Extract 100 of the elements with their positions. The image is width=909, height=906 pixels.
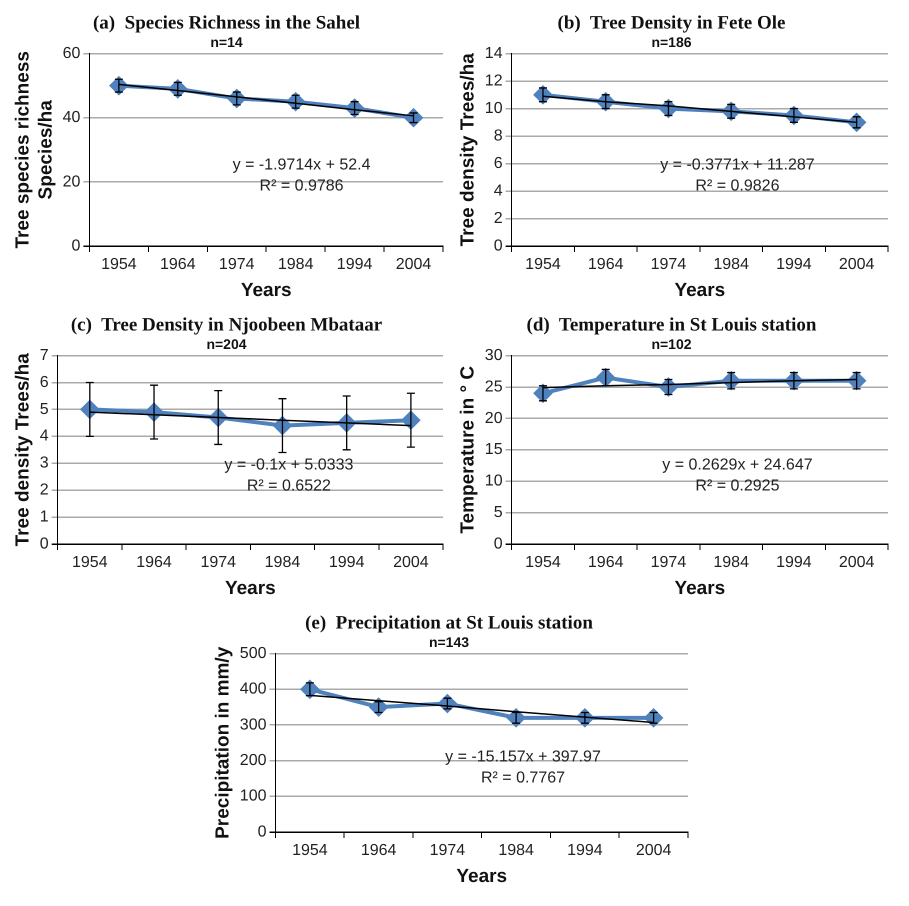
point <box>438 694 456 713</box>
x-tick-label: 2004 <box>838 256 874 274</box>
y-tick-label: 200 <box>239 752 266 770</box>
x-tick-label: 1964 <box>136 554 172 572</box>
x-tick-label: 1974 <box>429 842 465 860</box>
chart-subtitle: n=186 <box>650 34 692 50</box>
y-tick-label: 500 <box>239 645 266 662</box>
annotation: R² = 0.7767 <box>480 769 565 786</box>
chart-subtitle: n=204 <box>206 336 246 352</box>
x-tick-label: 1974 <box>218 256 254 274</box>
x-tick-label: 1964 <box>587 256 624 274</box>
y-axis-title: Tree species richness Species/ha <box>12 51 56 249</box>
x-tick-label: 2004 <box>395 256 431 274</box>
point <box>286 92 304 111</box>
x-tick-label: 1954 <box>524 554 560 572</box>
y-axis-title: Temperature in ° C <box>457 366 478 534</box>
y-tick-label: 1 <box>39 508 48 526</box>
x-tick-label: 1954 <box>72 554 108 572</box>
x-tick-label: 1974 <box>650 554 686 572</box>
x-tick-label: 1974 <box>200 554 236 572</box>
y-tick-label: 400 <box>239 680 266 698</box>
y-tick-label: 12 <box>484 72 502 90</box>
y-tick-label: 3 <box>39 454 48 472</box>
y-axis-title: Tree density Trees/ha <box>12 352 34 546</box>
x-axis-title: Years <box>674 280 725 301</box>
point <box>227 89 246 108</box>
y-tick-label: 4 <box>493 182 502 200</box>
chart-title: (b) Tree Density in Fete Ole <box>557 12 785 34</box>
x-tick-label: 1964 <box>587 554 624 572</box>
y-tick-label: 6 <box>493 154 502 172</box>
x-tick-label: 1994 <box>566 842 602 860</box>
y-tick-label: 30 <box>484 347 502 364</box>
chart-subtitle: n=143 <box>428 634 469 650</box>
x-tick-label: 2004 <box>392 554 428 572</box>
y-axis-title: Tree density Trees/ha <box>457 52 478 246</box>
x-tick-label: 2004 <box>838 554 874 572</box>
y-axis-title: Precipitation in mm/y <box>212 646 234 839</box>
annotation: y = -0.1x + 5.0333 <box>224 456 353 474</box>
y-tick-label: 40 <box>62 109 80 126</box>
annotation: R² = 0.9786 <box>259 178 344 195</box>
x-tick-label: 1964 <box>360 842 396 860</box>
chart-title: (d) Temperature in St Louis station <box>526 314 816 336</box>
annotation: R² = 0.6522 <box>246 477 331 494</box>
annotation: R² = 0.9826 <box>694 178 780 195</box>
annotation: y = -0.3771x + 11.287 <box>660 156 814 174</box>
y-tick-label: 20 <box>62 173 80 190</box>
point <box>404 108 422 127</box>
annotation: y = 0.2629x + 24.647 <box>662 456 812 474</box>
point <box>345 99 364 118</box>
point <box>506 708 525 727</box>
y-tick-label: 14 <box>484 45 502 62</box>
chart-title: (a) Species Richness in the Sahel <box>92 12 360 34</box>
chart-title: (e) Precipitation at St Louis station <box>304 612 593 634</box>
x-tick-label: 2004 <box>635 842 672 860</box>
annotation: y = -15.157x + 397.97 <box>444 748 600 766</box>
y-tick-label: 100 <box>239 788 266 805</box>
point <box>369 698 388 716</box>
x-tick-label: 1994 <box>776 554 812 572</box>
x-tick-label: 1974 <box>650 256 686 274</box>
x-axis-title: Years <box>240 280 292 301</box>
y-tick-label: 6 <box>39 374 48 391</box>
y-tick-label: 4 <box>39 428 48 445</box>
point <box>168 80 186 98</box>
y-tick-label: 0 <box>39 535 48 552</box>
y-tick-label: 0 <box>493 237 502 254</box>
x-tick-label: 1984 <box>264 554 300 572</box>
y-tick-label: 2 <box>493 210 502 227</box>
annotation: y = -1.9714x + 52.4 <box>232 156 370 174</box>
point <box>644 708 662 727</box>
x-tick-label: 1984 <box>277 256 314 274</box>
x-axis-title: Years <box>224 578 276 599</box>
y-tick-label: 7 <box>39 347 48 364</box>
annotation: R² = 0.2925 <box>694 477 780 494</box>
y-tick-label: 5 <box>493 504 502 522</box>
x-tick-label: 1954 <box>524 256 560 274</box>
x-axis-title: Years <box>456 866 507 887</box>
y-tick-label: 20 <box>484 410 502 427</box>
x-axis-title: Years <box>674 578 725 599</box>
y-tick-label: 10 <box>484 472 502 490</box>
y-tick-label: 8 <box>493 127 502 144</box>
y-tick-label: 300 <box>239 716 266 734</box>
x-tick-label: 1954 <box>292 842 328 860</box>
x-tick-label: 1994 <box>776 256 812 274</box>
x-tick-label: 1984 <box>712 256 749 274</box>
y-tick-label: 2 <box>39 482 48 499</box>
y-tick-label: 15 <box>484 441 502 458</box>
x-tick-label: 1994 <box>328 554 364 572</box>
y-tick-label: 0 <box>493 535 502 552</box>
x-tick-label: 1984 <box>498 842 534 860</box>
y-tick-label: 60 <box>62 45 80 62</box>
x-tick-label: 1994 <box>336 256 372 274</box>
chart-title: (c) Tree Density in Njoobeen Mbataar <box>70 314 382 336</box>
y-tick-label: 0 <box>70 237 80 254</box>
y-tick-label: 0 <box>257 823 266 840</box>
x-tick-label: 1954 <box>100 256 136 274</box>
y-tick-label: 10 <box>484 100 502 117</box>
chart-subtitle: n=102 <box>650 336 692 352</box>
x-tick-label: 1984 <box>712 554 749 572</box>
y-tick-label: 5 <box>39 400 48 418</box>
chart-subtitle: n=14 <box>210 34 242 50</box>
